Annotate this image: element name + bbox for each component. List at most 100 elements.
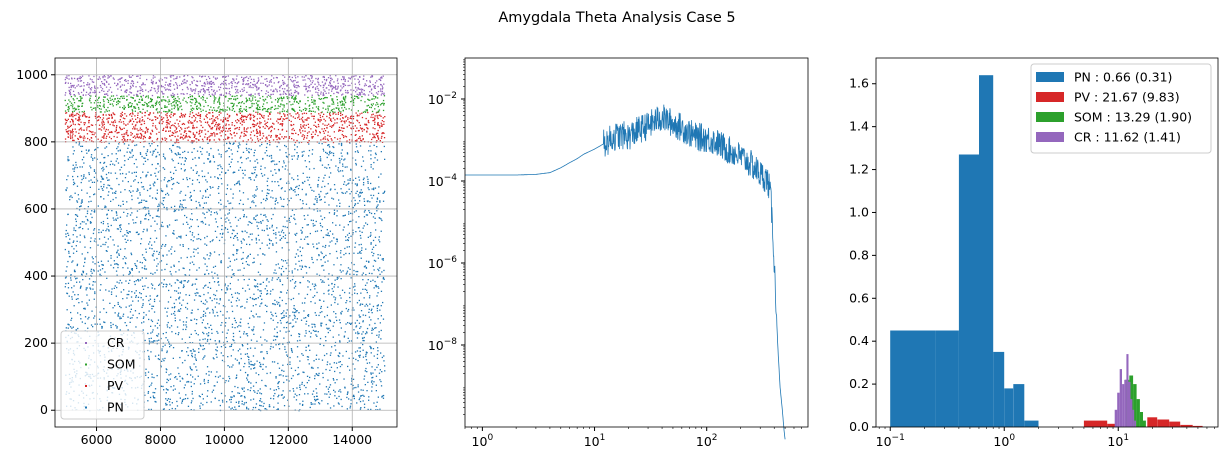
spike-point: [264, 288, 266, 290]
spike-point: [99, 289, 101, 291]
spike-point: [319, 156, 321, 158]
spike-point: [269, 144, 271, 146]
spike-point: [94, 149, 96, 151]
spike-point: [81, 166, 83, 168]
spike-point: [289, 361, 291, 363]
spike-point: [318, 142, 320, 144]
spike-point: [371, 377, 373, 379]
spike-point: [91, 216, 93, 219]
spike-point: [353, 211, 356, 213]
spike-point: [100, 231, 102, 233]
spike-point: [121, 133, 123, 136]
spike-point: [292, 133, 294, 135]
spike-point: [376, 366, 378, 368]
spike-point: [275, 272, 277, 274]
spike-point: [101, 126, 103, 128]
spike-point: [89, 186, 91, 188]
spike-point: [210, 132, 212, 135]
spike-point: [318, 314, 320, 317]
spike-point: [64, 286, 66, 288]
spike-point: [274, 269, 276, 271]
spike-point: [143, 122, 146, 125]
spike-point: [166, 207, 168, 209]
spike-point: [112, 122, 114, 124]
spike-point: [168, 374, 170, 376]
spike-point: [155, 198, 158, 200]
spike-point: [87, 251, 89, 254]
spike-point: [356, 150, 359, 152]
spike-point: [185, 306, 187, 309]
spike-point: [134, 127, 136, 129]
spike-point: [204, 258, 206, 260]
spike-point: [196, 319, 198, 321]
spike-point: [73, 270, 76, 273]
spike-point: [352, 307, 354, 309]
spike-point: [70, 124, 72, 126]
spike-point: [280, 116, 283, 118]
spike-point: [177, 279, 179, 282]
spike-point: [311, 283, 314, 285]
spike-point: [338, 129, 340, 131]
spike-point: [165, 368, 167, 370]
spike-point: [294, 285, 297, 287]
spike-point: [139, 120, 141, 122]
spike-point: [243, 115, 246, 117]
spike-point: [169, 327, 171, 329]
spike-point: [84, 257, 86, 259]
spike-point: [234, 216, 237, 219]
spike-point: [88, 299, 90, 301]
spike-point: [74, 135, 76, 137]
spike-point: [72, 179, 74, 181]
spike-point: [276, 136, 278, 138]
spike-point: [296, 387, 298, 389]
spike-point: [209, 252, 211, 254]
spike-point: [140, 243, 142, 245]
spike-point: [238, 203, 241, 205]
spike-point: [188, 381, 190, 383]
spike-point: [67, 156, 69, 158]
spike-point: [305, 124, 307, 126]
spike-point: [229, 143, 231, 145]
spike-point: [205, 196, 207, 198]
spike-point: [374, 157, 376, 159]
spike-point: [130, 191, 132, 193]
spike-point: [154, 355, 157, 357]
spike-point: [264, 304, 267, 306]
spike-point: [324, 336, 327, 338]
spike-point: [234, 319, 236, 322]
spike-point: [261, 143, 263, 146]
spike-point: [236, 114, 238, 116]
spike-point: [161, 202, 163, 205]
spike-point: [252, 330, 254, 332]
spike-point: [361, 337, 364, 339]
spike-point: [303, 150, 305, 153]
spike-point: [107, 209, 110, 211]
spike-point: [246, 128, 248, 130]
spike-point: [216, 371, 218, 373]
spike-point: [383, 132, 385, 134]
spike-point: [237, 181, 239, 183]
spike-point: [355, 332, 357, 334]
spike-point: [284, 234, 287, 236]
spike-point: [334, 297, 337, 299]
spike-point: [79, 166, 81, 168]
spike-point: [321, 186, 323, 188]
spike-point: [257, 140, 260, 142]
spike-point: [291, 138, 293, 140]
spike-point: [156, 215, 159, 217]
spike-point: [372, 246, 375, 248]
spike-point: [352, 125, 354, 128]
spike-point: [90, 221, 92, 224]
spike-point: [86, 287, 88, 289]
spike-point: [321, 226, 324, 228]
spike-point: [88, 120, 90, 122]
spike-point: [124, 322, 126, 324]
spike-point: [74, 123, 76, 126]
spike-point: [259, 123, 261, 125]
spike-point: [75, 118, 77, 120]
spike-point: [383, 191, 385, 194]
spike-point: [274, 181, 276, 183]
spike-point: [357, 202, 359, 204]
spike-point: [340, 142, 343, 145]
spike-point: [98, 231, 100, 234]
